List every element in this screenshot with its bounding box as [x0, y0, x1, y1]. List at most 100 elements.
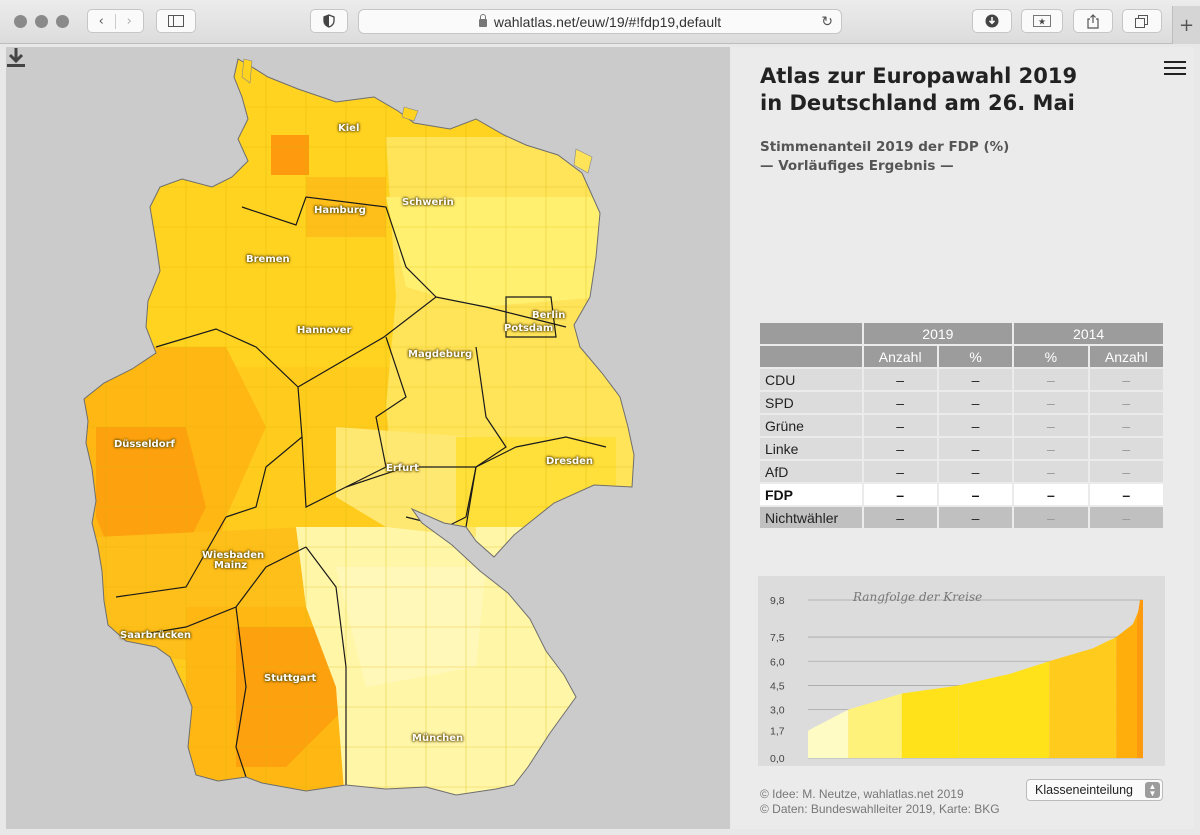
- forward-icon[interactable]: ›: [126, 13, 132, 29]
- y-tick-label: 6,0: [770, 656, 785, 668]
- close-window-icon[interactable]: [14, 15, 27, 28]
- rank-area-band: [848, 693, 902, 758]
- y-tick-label: 3,0: [770, 705, 785, 717]
- city-label: Berlin: [532, 310, 566, 321]
- table-cell: –: [1089, 369, 1163, 390]
- table-row[interactable]: SPD – – – –: [760, 392, 1163, 413]
- city-label: Kiel: [338, 123, 360, 134]
- classification-select[interactable]: Klasseneinteilung ▲ ▼: [1026, 779, 1163, 801]
- rank-area-band: [958, 661, 1050, 758]
- table-cell: –: [1089, 415, 1163, 436]
- rank-chart-svg[interactable]: 9,8 7,5 6,0 4,5 3,0 1,7 0,0: [758, 576, 1165, 766]
- zoom-window-icon[interactable]: [56, 15, 69, 28]
- y-tick-label: 9,8: [770, 595, 785, 607]
- table-cell: –: [938, 369, 1013, 390]
- credit-idea: © Idee: M. Neutze, wahlatlas.net 2019: [760, 787, 964, 801]
- privacy-shield-button[interactable]: [310, 9, 348, 33]
- table-cell: –: [938, 392, 1013, 413]
- download-map-icon[interactable]: [6, 47, 26, 69]
- url-bar[interactable]: wahlatlas.net/euw/19/#!fdp19,default ↻: [358, 9, 842, 34]
- rank-area-peak: [1137, 600, 1143, 758]
- city-label: Hamburg: [314, 205, 366, 216]
- back-icon[interactable]: ‹: [88, 13, 116, 29]
- info-panel: Atlas zur Europawahl 2019 in Deutschland…: [731, 47, 1194, 829]
- bookmark-star-icon: ★: [1033, 15, 1051, 27]
- party-name: AfD: [760, 461, 862, 482]
- party-name: Linke: [760, 438, 862, 459]
- city-label: Wiesbaden: [202, 550, 265, 561]
- col-header: Anzahl: [1089, 346, 1163, 367]
- y-tick-label: 1,7: [770, 726, 785, 738]
- sidebar-icon: [168, 15, 184, 27]
- classification-select-value: Klasseneinteilung: [1035, 783, 1133, 797]
- rank-area-band: [1116, 600, 1143, 758]
- table-cell: –: [863, 392, 937, 413]
- download-circle-icon: [985, 14, 999, 28]
- table-cell: –: [1014, 484, 1088, 505]
- table-row[interactable]: FDP – – – –: [760, 484, 1163, 505]
- y-tick-label: 4,5: [770, 680, 785, 692]
- title-line-2: in Deutschland am 26. Mai: [760, 91, 1075, 115]
- rank-area-band: [1049, 637, 1117, 758]
- table-cell: –: [1089, 507, 1163, 528]
- table-row[interactable]: AfD – – – –: [760, 461, 1163, 482]
- subtitle-line-2: — Vorläufiges Ergebnis —: [760, 158, 954, 174]
- table-row[interactable]: Grüne – – – –: [760, 415, 1163, 436]
- table-cell: –: [863, 369, 937, 390]
- city-label: München: [412, 733, 464, 744]
- city-label: Stuttgart: [264, 673, 317, 684]
- city-label: Saarbrücken: [120, 630, 192, 641]
- rank-area-band: [808, 709, 849, 758]
- year-header-2019: 2019: [863, 323, 1013, 344]
- city-label: Düsseldorf: [114, 439, 175, 450]
- bookmarks-button[interactable]: ★: [1021, 9, 1063, 33]
- table-row[interactable]: Nichtwähler – – – –: [760, 507, 1163, 528]
- table-cell: –: [1014, 392, 1088, 413]
- credit-data: © Daten: Bundeswahlleiter 2019, Karte: B…: [760, 802, 1000, 816]
- hamburger-menu-icon[interactable]: [1164, 61, 1186, 77]
- col-header: %: [1014, 346, 1088, 367]
- subtitle-line-1: Stimmenanteil 2019 der FDP (%): [760, 139, 1010, 155]
- y-tick-label: 0,0: [770, 753, 785, 765]
- svg-text:★: ★: [1038, 18, 1046, 28]
- table-corner-cell: [760, 323, 862, 344]
- table-cell: –: [863, 507, 937, 528]
- city-label: Magdeburg: [408, 349, 473, 360]
- city-label: Hannover: [297, 325, 352, 336]
- table-row[interactable]: Linke – – – –: [760, 438, 1163, 459]
- shield-icon: [323, 14, 335, 28]
- back-forward-buttons[interactable]: ‹ ›: [87, 9, 144, 33]
- new-tab-button[interactable]: +: [1172, 6, 1200, 44]
- table-cell: –: [1089, 392, 1163, 413]
- y-tick-label: 7,5: [770, 632, 785, 644]
- minimize-window-icon[interactable]: [35, 15, 48, 28]
- table-cell: –: [863, 438, 937, 459]
- select-arrows-icon: ▲ ▼: [1145, 782, 1160, 798]
- sidebar-toggle-button[interactable]: [156, 9, 196, 33]
- party-name: Grüne: [760, 415, 862, 436]
- table-row[interactable]: CDU – – – –: [760, 369, 1163, 390]
- rank-area-band: [901, 685, 959, 758]
- city-label: Bremen: [246, 254, 290, 265]
- share-button[interactable]: [1073, 9, 1113, 33]
- map-panel: Kiel Hamburg Schwerin Bremen Berlin Potsdam Ha…: [6, 47, 730, 829]
- col-header: Anzahl: [863, 346, 937, 367]
- tabs-overview-button[interactable]: [1122, 9, 1162, 33]
- map-subtitle: Stimmenanteil 2019 der FDP (%) — Vorläuf…: [760, 138, 1009, 176]
- table-cell: –: [938, 507, 1013, 528]
- table-cell: –: [1089, 461, 1163, 482]
- city-label: Schwerin: [402, 197, 454, 208]
- downloads-button[interactable]: [972, 9, 1012, 33]
- reload-icon[interactable]: ↻: [821, 13, 833, 29]
- table-cell: –: [1014, 438, 1088, 459]
- table-cell: –: [1089, 438, 1163, 459]
- results-table: 2019 2014 Anzahl % % Anzahl CDU – – – – SPD – –…: [758, 321, 1165, 530]
- tabs-icon: [1135, 14, 1148, 28]
- germany-map[interactable]: [6, 47, 730, 829]
- city-label: Dresden: [546, 456, 594, 467]
- city-label: Potsdam: [504, 323, 554, 334]
- lock-icon: [478, 13, 487, 27]
- table-cell: –: [863, 415, 937, 436]
- party-name: Nichtwähler: [760, 507, 862, 528]
- col-header: %: [938, 346, 1013, 367]
